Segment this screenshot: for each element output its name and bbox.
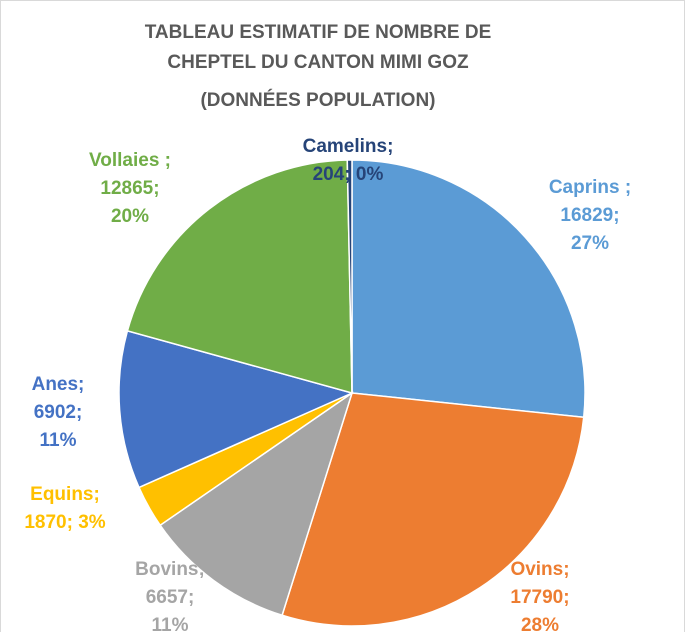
pie-slice — [118, 329, 355, 489]
pie-slice — [126, 159, 353, 394]
pie-slice — [351, 159, 586, 419]
data-label: Camelins; 204; 0% — [303, 136, 394, 185]
pie-slice — [159, 391, 354, 617]
slice-name: Ovins; — [510, 559, 569, 580]
data-label: Caprins ; 16829; 27% — [549, 177, 631, 254]
data-label: Equins; 1870; 3% — [24, 484, 105, 533]
pie-slice — [346, 159, 353, 394]
slice-name: Caprins ; — [549, 177, 631, 198]
value-label: 17790; 28% — [510, 587, 569, 632]
slice-name: Vollaies ; — [89, 150, 171, 171]
data-label: Vollaies ; 12865; 20% — [89, 150, 171, 227]
value-label: 1870; 3% — [24, 512, 105, 533]
value-label: 16829; 27% — [560, 205, 619, 254]
value-label: 12865; 20% — [100, 178, 159, 227]
pie-slice — [281, 392, 585, 627]
value-label: 6902; 11% — [34, 402, 83, 451]
slice-name: Camelins; — [303, 136, 394, 157]
slice-name: Equins; — [30, 484, 100, 505]
value-label: 6657; 11% — [146, 587, 195, 632]
chart-subtitle: (DONNÉES POPULATION) — [200, 89, 435, 111]
value-label: 204; 0% — [313, 164, 384, 185]
data-label: Bovins; 6657; 11% — [135, 559, 205, 632]
data-label: Ovins; 17790; 28% — [510, 559, 569, 632]
slice-name: Bovins; — [135, 559, 205, 580]
data-label: Anes; 6902; 11% — [32, 374, 85, 451]
chart-title: TABLEAU ESTIMATIF DE NOMBRE DE CHEPTEL DU… — [145, 22, 492, 73]
slice-name: Anes; — [32, 374, 85, 395]
